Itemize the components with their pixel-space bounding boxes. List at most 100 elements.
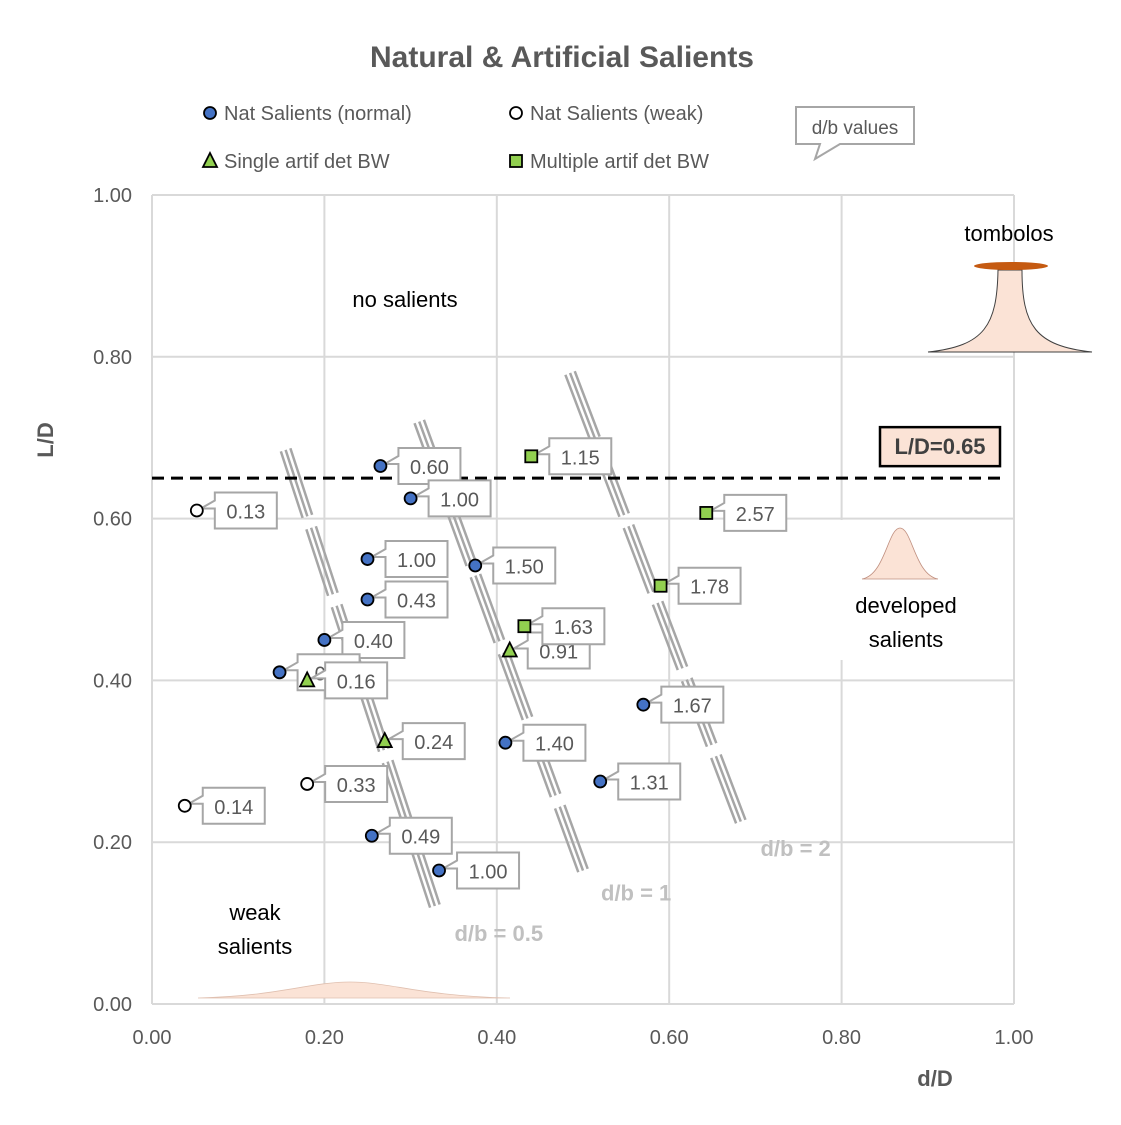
data-point bbox=[376, 731, 394, 748]
data-point bbox=[498, 735, 513, 750]
legend-entry: Nat Salients (normal) bbox=[224, 103, 412, 125]
tombolos-label: tombolos bbox=[964, 221, 1053, 246]
chart-title: Natural & Artificial Salients bbox=[370, 41, 754, 74]
data-label-box bbox=[706, 493, 788, 532]
y-tick-label: 0.80 bbox=[93, 347, 132, 369]
threshold-label: L/D=0.65 bbox=[894, 434, 985, 459]
data-label-box bbox=[475, 546, 557, 585]
data-label: 1.31 bbox=[630, 773, 669, 795]
data-point bbox=[360, 552, 375, 566]
data-label-box bbox=[372, 816, 453, 855]
legend-marker bbox=[203, 106, 217, 120]
data-label-box bbox=[367, 580, 449, 619]
data-point bbox=[593, 774, 608, 789]
data-label: 1.00 bbox=[397, 550, 436, 572]
tombolo-cap bbox=[974, 262, 1048, 270]
data-point bbox=[468, 558, 483, 573]
data-point bbox=[636, 697, 651, 712]
y-tick-label: 0.00 bbox=[93, 994, 132, 1016]
data-label: 0.24 bbox=[414, 732, 453, 754]
data-label-box bbox=[524, 607, 606, 646]
data-label: 1.00 bbox=[469, 862, 508, 884]
data-label-box bbox=[197, 491, 278, 530]
tombolo-shape bbox=[927, 269, 1093, 353]
data-label: 0.13 bbox=[226, 502, 265, 524]
db-line-label: d/b = 2 bbox=[760, 836, 830, 861]
data-point bbox=[373, 459, 388, 473]
data-point bbox=[360, 592, 375, 607]
axes: 0.00 0.20 0.40 0.60 0.80 1.00 0.00 0.20 0.40 0.60… bbox=[93, 185, 1033, 1049]
legend-entry: Multiple artif det BW bbox=[530, 151, 709, 173]
x-tick-label: 0.60 bbox=[650, 1027, 689, 1049]
developed-salients-label: developed salients bbox=[855, 593, 957, 652]
data-label: 2.57 bbox=[736, 504, 775, 526]
data-point bbox=[699, 506, 714, 520]
legend-marker bbox=[201, 150, 219, 168]
data-point bbox=[403, 491, 418, 506]
db-values-callout: d/b values bbox=[795, 106, 915, 162]
y-tick-label: 0.60 bbox=[93, 509, 132, 531]
x-tick-label: 1.00 bbox=[995, 1027, 1034, 1049]
data-label-box bbox=[660, 566, 742, 605]
db-values-callout-text: d/b values bbox=[812, 118, 899, 139]
data-point bbox=[300, 777, 315, 791]
data-point bbox=[364, 828, 379, 843]
weak-salients-label: weak salients bbox=[218, 900, 293, 959]
y-tick-label: 0.40 bbox=[93, 670, 132, 692]
data-point bbox=[501, 640, 519, 658]
legend-entry: Single artif det BW bbox=[224, 151, 390, 173]
y-axis-label: L/D bbox=[33, 422, 58, 457]
data-label-box bbox=[600, 762, 682, 801]
x-axis-label: d/D bbox=[917, 1066, 952, 1091]
data-label-box bbox=[531, 437, 613, 476]
db-line-label: d/b = 1 bbox=[601, 881, 671, 906]
data-label-box bbox=[384, 722, 466, 761]
legend-marker bbox=[509, 154, 523, 168]
data-label-box bbox=[307, 661, 389, 700]
x-tick-label: 0.00 bbox=[133, 1027, 172, 1049]
data-label-box bbox=[324, 620, 406, 659]
data-label: 1.40 bbox=[535, 734, 574, 756]
data-label: 1.78 bbox=[690, 577, 729, 599]
weak-salient-shape bbox=[197, 981, 511, 999]
legend: Nat Salients (normal) Nat Salients (weak)… bbox=[201, 103, 709, 173]
threshold-label-box bbox=[878, 425, 1002, 468]
data-label: 0.91 bbox=[539, 641, 578, 663]
data-label-box bbox=[410, 479, 492, 518]
data-point bbox=[177, 798, 192, 813]
developed-salient-shape bbox=[861, 527, 939, 580]
data-label: 1.63 bbox=[554, 617, 593, 639]
data-label-box bbox=[643, 685, 725, 724]
no-salients-label: no salients bbox=[352, 287, 457, 312]
data-point bbox=[298, 670, 316, 688]
data-label: 0.16 bbox=[337, 671, 376, 693]
x-tick-label: 0.40 bbox=[477, 1027, 516, 1049]
region-annotations bbox=[197, 262, 1093, 999]
data-point bbox=[653, 578, 668, 593]
x-tick-label: 0.20 bbox=[305, 1027, 344, 1049]
data-label: 1.50 bbox=[505, 557, 544, 579]
db-line-label: d/b = 0.5 bbox=[454, 921, 543, 946]
legend-marker bbox=[509, 106, 523, 120]
data-label-box bbox=[380, 447, 462, 486]
x-tick-label: 0.80 bbox=[822, 1027, 861, 1049]
data-label: 0.60 bbox=[410, 457, 449, 479]
data-point bbox=[432, 863, 446, 878]
legend-entry: Nat Salients (weak) bbox=[530, 103, 703, 125]
data-label-box bbox=[307, 764, 389, 803]
data-labels: 0.601.001.000.430.400.31.501.401.671.310… bbox=[184, 437, 788, 890]
data-point bbox=[317, 633, 332, 647]
data-point bbox=[189, 503, 204, 518]
data-label: 1.67 bbox=[673, 696, 712, 718]
threshold-line: L/D=0.65 bbox=[152, 425, 1006, 480]
data-point bbox=[524, 449, 539, 464]
data-label: 0.33 bbox=[337, 775, 376, 797]
data-label-box bbox=[439, 851, 521, 890]
data-label: 1.15 bbox=[561, 447, 600, 469]
data-label-box bbox=[505, 723, 587, 762]
data-label: 0.40 bbox=[354, 631, 393, 653]
data-label: 0.14 bbox=[214, 797, 253, 819]
data-points bbox=[177, 449, 714, 878]
data-point bbox=[517, 619, 532, 634]
